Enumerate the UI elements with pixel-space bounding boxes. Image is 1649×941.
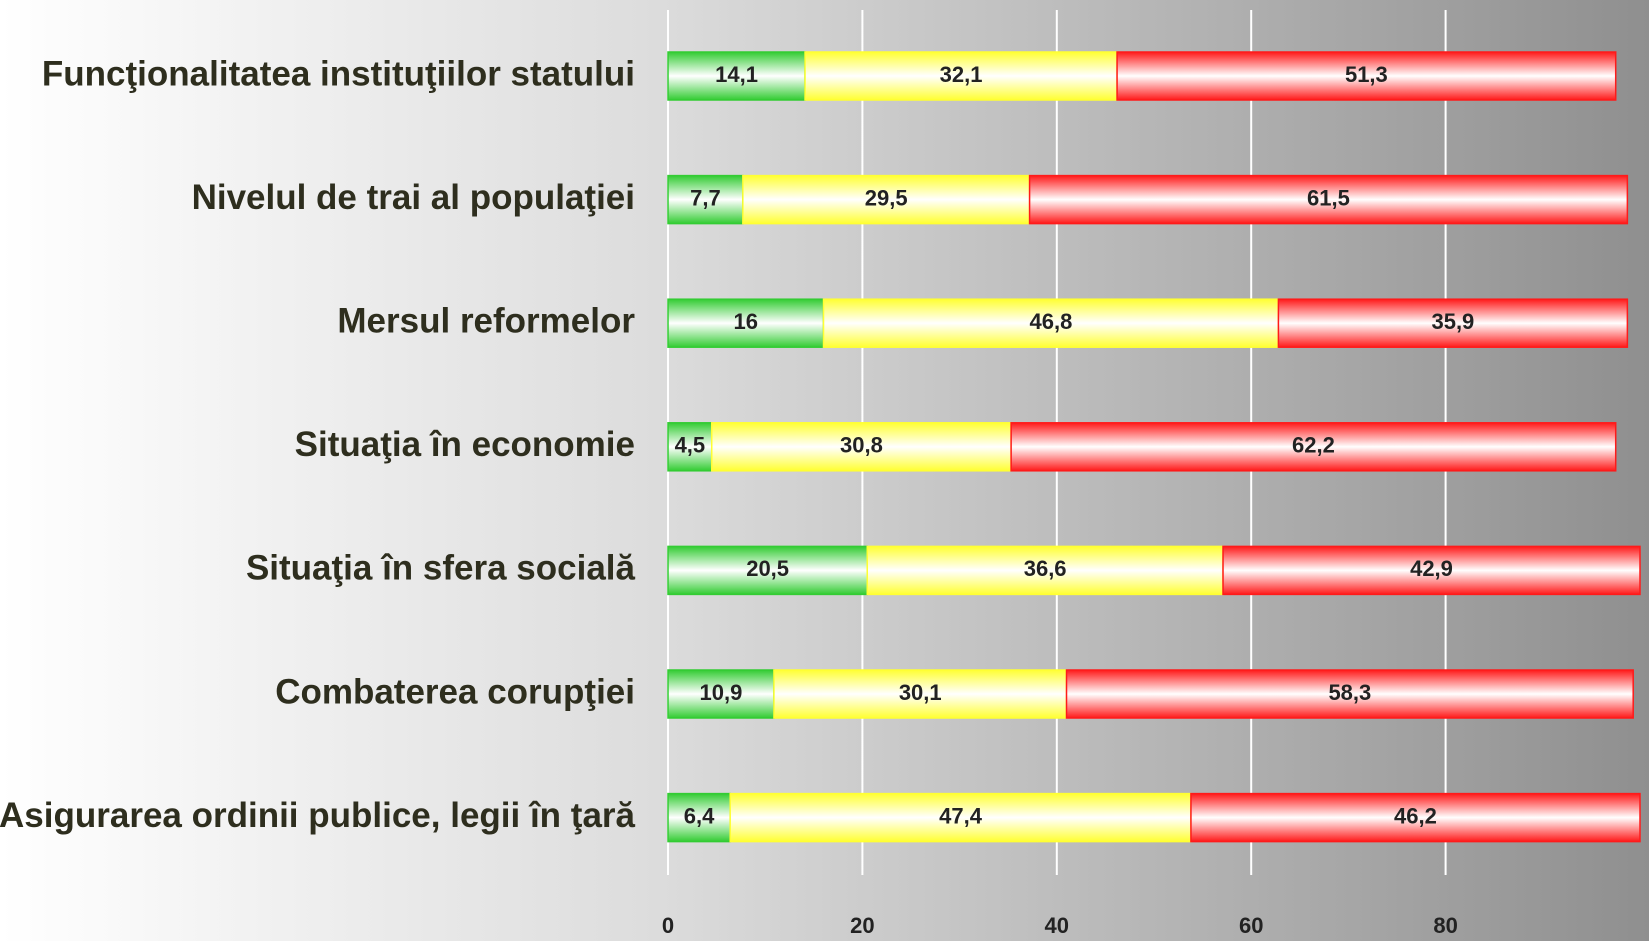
- value-label: 58,3: [1328, 680, 1371, 705]
- category-label: Mersul reformelor: [337, 301, 635, 340]
- value-label: 20,5: [746, 556, 789, 581]
- value-label: 4,5: [675, 433, 706, 458]
- value-label: 32,1: [940, 62, 983, 87]
- category-label: Funcţionalitatea instituţiilor statului: [42, 54, 635, 93]
- value-label: 46,2: [1394, 803, 1437, 828]
- x-tick-label: 20: [850, 913, 874, 938]
- value-label: 62,2: [1292, 433, 1335, 458]
- value-label: 51,3: [1345, 62, 1388, 87]
- value-label: 42,9: [1410, 556, 1453, 581]
- value-label: 35,9: [1431, 309, 1474, 334]
- page: 0 20 40 60 80 Funcţionalitatea instituţiilor …: [0, 0, 1649, 941]
- x-tick-label: 60: [1239, 913, 1263, 938]
- value-label: 61,5: [1307, 185, 1350, 210]
- value-label: 10,9: [700, 680, 743, 705]
- value-label: 47,4: [939, 803, 983, 828]
- value-label: 14,1: [715, 62, 758, 87]
- x-tick-label: 40: [1045, 913, 1069, 938]
- value-label: 16: [734, 309, 758, 334]
- category-label: Situaţia în sfera socială: [246, 549, 636, 588]
- value-label: 6,4: [684, 803, 715, 828]
- category-label: Combaterea corupţiei: [275, 672, 635, 711]
- value-label: 30,8: [840, 433, 883, 458]
- category-label: Nivelul de trai al populaţiei: [192, 178, 635, 217]
- chart: 0 20 40 60 80 Funcţionalitatea instituţiilor …: [0, 0, 1649, 941]
- x-tick-label: 0: [662, 913, 674, 938]
- value-label: 46,8: [1030, 309, 1073, 334]
- value-label: 36,6: [1024, 556, 1067, 581]
- x-tick-label: 80: [1433, 913, 1457, 938]
- value-label: 7,7: [690, 185, 721, 210]
- category-label: Asigurarea ordinii publice, legii în ţar…: [0, 796, 636, 835]
- category-label: Situaţia în economie: [295, 425, 635, 464]
- value-label: 30,1: [899, 680, 942, 705]
- value-label: 29,5: [865, 185, 908, 210]
